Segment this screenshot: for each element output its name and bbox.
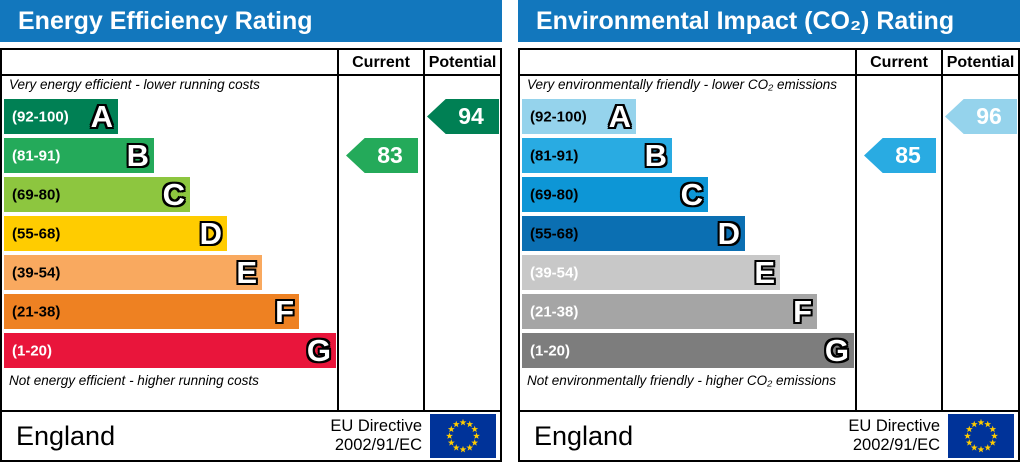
energy-footer: England EU Directive 2002/91/EC [0,410,502,462]
band-letter: B [644,137,667,173]
table-header-row: Current Potential [2,50,500,76]
rating-band-a: (92-100) A [522,99,636,134]
rating-band-a: (92-100) A [4,99,118,134]
energy-panel-title: Energy Efficiency Rating [18,7,313,35]
current-rating-value: 85 [895,142,921,168]
rating-band-d: (55-68) D [522,216,745,251]
rating-band-row-f: (21-38) F [4,294,336,329]
rating-band-row-b: (81-91) B [4,138,336,173]
potential-rating-arrow: 94 [427,99,499,134]
potential-column-header: Potential [428,54,497,71]
band-range-label: (21-38) [12,303,61,320]
band-letter: C [162,176,185,212]
band-range-label: (21-38) [530,303,579,320]
band-range-label: (69-80) [530,186,579,203]
potential-rating-value: 94 [458,103,484,129]
band-range-label: (81-91) [12,147,61,164]
energy-efficiency-panel: Energy Efficiency Rating Current Potenti… [0,0,502,464]
band-range-label: (81-91) [530,147,579,164]
band-range-label: (69-80) [12,186,61,203]
top-note: Very energy efficient - lower running co… [9,77,260,92]
current-rating-arrow: 85 [864,138,936,173]
rating-bands: (92-100) A (81-91) B (69-80) C (55-68) D (39-54)… [4,99,336,372]
band-range-label: (55-68) [530,225,579,242]
band-letter: A [90,98,113,134]
bottom-note: Not environmentally friendly - higher CO… [527,373,837,388]
band-range-label: (1-20) [530,342,571,359]
rating-band-row-e: (39-54) E [522,255,854,290]
co2-rating-table: Current Potential Very environmentally f… [518,48,1020,412]
potential-column-header: Potential [946,54,1015,71]
band-letter: B [126,137,149,173]
co2-title-bar: Environmental Impact (CO₂) Rating [518,0,1020,42]
rating-band-g: (1-20) G [4,333,336,368]
eu-directive-label: EU Directive 2002/91/EC [330,417,422,454]
column-divider [855,50,857,410]
column-divider [941,50,943,410]
rating-band-b: (81-91) B [4,138,154,173]
rating-band-b: (81-91) B [522,138,672,173]
rating-band-c: (69-80) C [522,177,708,212]
rating-band-g: (1-20) G [522,333,854,368]
band-letter: D [717,215,740,251]
rating-band-row-c: (69-80) C [4,177,336,212]
band-range-label: (39-54) [530,264,579,281]
eu-directive-label: EU Directive 2002/91/EC [848,417,940,454]
co2-footer: England EU Directive 2002/91/EC [518,410,1020,462]
rating-band-row-a: (92-100) A [4,99,336,134]
band-letter: E [754,254,775,290]
column-divider [337,50,339,410]
region-label: England [534,420,634,451]
potential-rating-arrow: 96 [945,99,1017,134]
table-header-row: Current Potential [520,50,1018,76]
co2-panel-title: Environmental Impact (CO₂) Rating [536,7,955,35]
energy-title-bar: Energy Efficiency Rating [0,0,502,42]
rating-band-e: (39-54) E [522,255,780,290]
band-letter: E [236,254,257,290]
band-letter: C [680,176,703,212]
potential-rating-value: 96 [976,103,1002,129]
rating-band-f: (21-38) F [522,294,817,329]
band-letter: G [306,332,331,368]
environmental-impact-panel: Environmental Impact (CO₂) Rating Curren… [518,0,1020,464]
rating-band-row-g: (1-20) G [4,333,336,368]
band-range-label: (55-68) [12,225,61,242]
rating-band-row-g: (1-20) G [522,333,854,368]
band-letter: G [824,332,849,368]
current-rating-value: 83 [377,142,403,168]
rating-band-row-d: (55-68) D [4,216,336,251]
energy-rating-table: Current Potential Very energy efficient … [0,48,502,412]
band-range-label: (1-20) [12,342,53,359]
band-letter: A [608,98,631,134]
band-letter: D [199,215,222,251]
rating-band-d: (55-68) D [4,216,227,251]
rating-band-f: (21-38) F [4,294,299,329]
band-letter: F [793,293,812,329]
current-column-header: Current [870,54,928,71]
current-column-header: Current [352,54,410,71]
rating-band-row-a: (92-100) A [522,99,854,134]
eu-flag-icon [430,414,496,458]
rating-band-row-e: (39-54) E [4,255,336,290]
rating-band-row-b: (81-91) B [522,138,854,173]
eu-flag-icon [948,414,1014,458]
rating-bands: (92-100) A (81-91) B (69-80) C (55-68) D (39-54)… [522,99,854,372]
column-divider [423,50,425,410]
bottom-note: Not energy efficient - higher running co… [9,373,259,388]
rating-band-row-f: (21-38) F [522,294,854,329]
rating-band-row-d: (55-68) D [522,216,854,251]
current-rating-arrow: 83 [346,138,418,173]
top-note: Very environmentally friendly - lower CO… [527,77,837,92]
rating-band-c: (69-80) C [4,177,190,212]
band-letter: F [275,293,294,329]
rating-band-e: (39-54) E [4,255,262,290]
rating-band-row-c: (69-80) C [522,177,854,212]
region-label: England [16,420,116,451]
band-range-label: (92-100) [12,108,69,125]
band-range-label: (39-54) [12,264,61,281]
band-range-label: (92-100) [530,108,587,125]
